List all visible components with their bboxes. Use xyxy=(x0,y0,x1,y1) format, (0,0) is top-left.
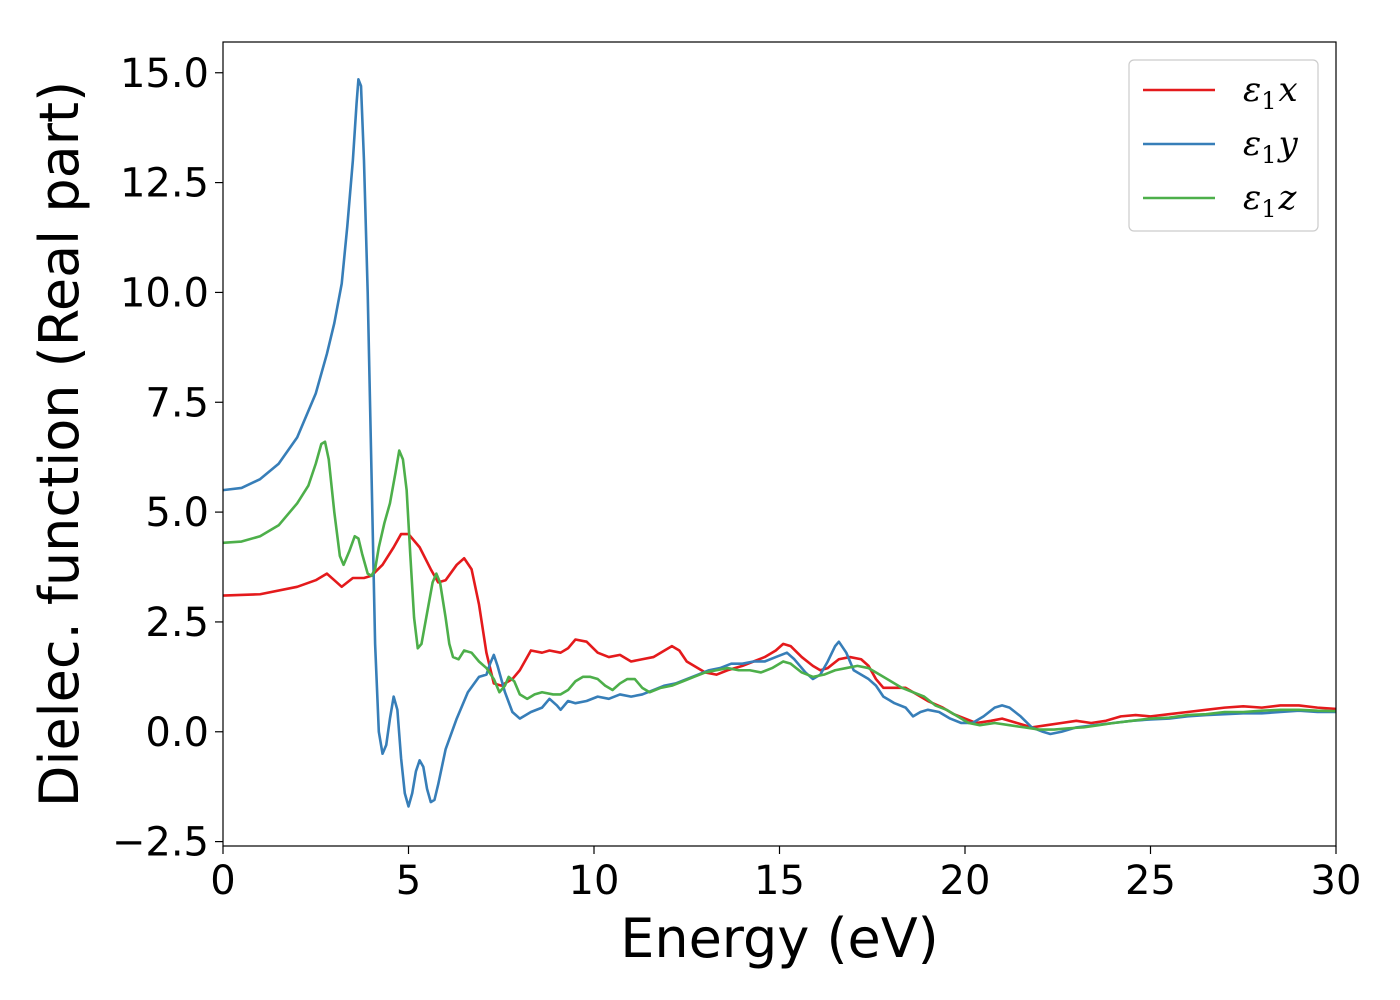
y-tick-label: −2.5 xyxy=(112,820,209,866)
y-tick-label: 15.0 xyxy=(120,51,209,97)
y-tick-label: 5.0 xyxy=(145,490,209,536)
y-tick-label: 12.5 xyxy=(120,161,209,207)
x-tick-label: 0 xyxy=(210,858,235,904)
x-tick-label: 30 xyxy=(1311,858,1362,904)
series-line-2 xyxy=(223,440,1336,731)
x-tick-label: 10 xyxy=(569,858,620,904)
legend-label-suffix: z xyxy=(1278,178,1298,218)
legend-label-suffix: y xyxy=(1277,124,1299,164)
x-tick-label: 15 xyxy=(754,858,805,904)
y-tick-label: 2.5 xyxy=(145,600,209,646)
legend-label-base: ε xyxy=(1243,124,1261,164)
legend-label-base: ε xyxy=(1243,70,1261,110)
y-tick-label: 7.5 xyxy=(145,380,209,426)
legend-label-subscript: 1 xyxy=(1261,87,1276,115)
x-tick-label: 25 xyxy=(1125,858,1176,904)
x-axis-ticks: 0 5 10 15 20 25 30 xyxy=(210,846,1361,904)
y-tick-label: 10.0 xyxy=(120,270,209,316)
data-lines xyxy=(223,78,1336,808)
legend-label-subscript: 1 xyxy=(1261,141,1276,169)
y-axis-ticks: −2.5 0.0 2.5 5.0 7.5 10.0 12.5 15.0 xyxy=(112,51,223,866)
legend-label-2: ε1z xyxy=(1243,178,1298,223)
legend-label-1: ε1y xyxy=(1243,124,1299,169)
legend-label-subscript: 1 xyxy=(1261,195,1276,223)
y-tick-label: 0.0 xyxy=(145,710,209,756)
legend-label-suffix: x xyxy=(1279,70,1298,110)
x-axis-label: Energy (eV) xyxy=(620,907,939,970)
y-axis-label: Dielec. function (Real part) xyxy=(28,81,91,807)
legend-box xyxy=(1128,59,1319,232)
legend-label-0: ε1x xyxy=(1243,70,1298,115)
legend-label-base: ε xyxy=(1243,178,1261,218)
x-tick-label: 20 xyxy=(940,858,991,904)
x-tick-label: 5 xyxy=(396,858,421,904)
